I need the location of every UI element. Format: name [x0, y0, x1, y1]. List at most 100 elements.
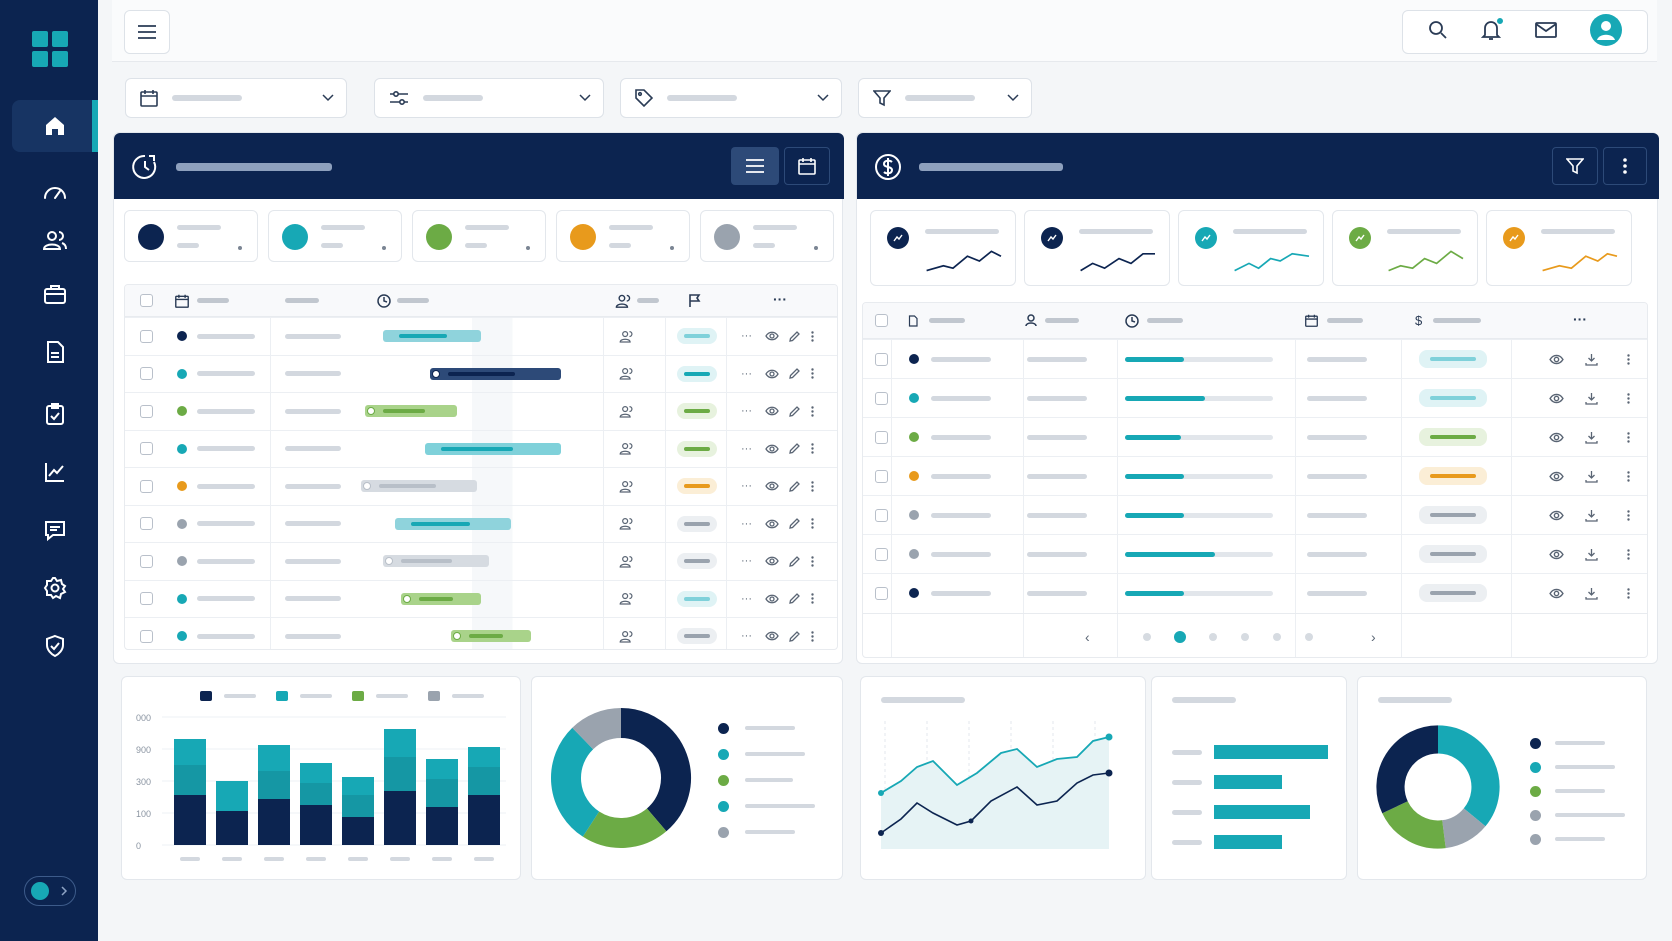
vertical-dots-icon[interactable] — [1627, 392, 1630, 404]
users-icon[interactable] — [619, 442, 635, 455]
row-checkbox[interactable] — [140, 329, 153, 343]
kpi-sparkline-card[interactable] — [1332, 210, 1478, 286]
prev-page-icon[interactable]: ‹ — [1085, 628, 1090, 645]
edit-icon[interactable] — [789, 368, 800, 380]
vertical-dots-icon[interactable] — [811, 518, 814, 529]
more-icon[interactable]: ··· — [741, 630, 752, 643]
edit-icon[interactable] — [789, 630, 800, 642]
row-checkbox[interactable] — [875, 547, 888, 561]
vertical-dots-icon[interactable] — [1627, 548, 1630, 560]
date-filter-dropdown[interactable] — [125, 78, 347, 118]
page-dot[interactable] — [1305, 632, 1313, 641]
eye-icon[interactable] — [765, 519, 779, 529]
vertical-dots-icon[interactable] — [811, 481, 814, 492]
kpi-sparkline-card[interactable] — [1178, 210, 1324, 286]
table-row[interactable]: ··· — [125, 317, 837, 355]
row-checkbox[interactable] — [140, 479, 153, 493]
sidebar-item-home[interactable] — [12, 100, 98, 152]
grid-logo-icon[interactable] — [32, 31, 68, 67]
theme-toggle[interactable] — [24, 876, 76, 906]
row-checkbox[interactable] — [140, 442, 153, 456]
download-icon[interactable] — [1585, 548, 1598, 561]
more-icon[interactable]: ··· — [1573, 311, 1587, 327]
edit-icon[interactable] — [789, 330, 800, 342]
gantt-bar[interactable] — [451, 630, 531, 642]
page-dot[interactable] — [1273, 632, 1281, 641]
users-icon[interactable] — [619, 630, 635, 643]
kpi-card[interactable] — [700, 210, 834, 262]
edit-icon[interactable] — [789, 518, 800, 530]
gantt-bar[interactable] — [430, 367, 561, 380]
sidebar-item-security[interactable] — [12, 620, 98, 672]
eye-icon[interactable] — [1549, 588, 1564, 599]
table-row[interactable] — [863, 534, 1647, 573]
row-checkbox[interactable] — [875, 430, 888, 444]
kpi-card[interactable] — [556, 210, 690, 262]
vertical-dots-icon[interactable] — [811, 406, 814, 417]
table-row[interactable] — [863, 573, 1647, 612]
calendar-view-button[interactable] — [784, 147, 830, 185]
sidebar-item-briefcase[interactable] — [12, 268, 98, 320]
eye-icon[interactable] — [1549, 510, 1564, 521]
vertical-dots-icon[interactable] — [1627, 509, 1630, 521]
vertical-dots-icon[interactable] — [811, 631, 814, 642]
filter-button[interactable] — [1552, 147, 1598, 185]
kpi-card[interactable] — [412, 210, 546, 262]
eye-icon[interactable] — [765, 631, 779, 641]
row-checkbox[interactable] — [140, 367, 153, 381]
download-icon[interactable] — [1585, 431, 1598, 444]
table-row[interactable]: ··· — [125, 617, 837, 649]
row-checkbox[interactable] — [140, 517, 153, 531]
edit-icon[interactable] — [789, 405, 800, 417]
more-icon[interactable]: ··· — [741, 517, 752, 530]
table-row[interactable]: ··· — [125, 579, 837, 618]
row-checkbox[interactable] — [875, 469, 888, 483]
gantt-bar[interactable] — [383, 555, 489, 567]
row-checkbox[interactable] — [875, 391, 888, 405]
download-icon[interactable] — [1585, 392, 1598, 405]
edit-icon[interactable] — [789, 593, 800, 605]
more-icon[interactable]: ··· — [741, 405, 752, 418]
page-dot-active[interactable] — [1174, 630, 1186, 643]
eye-icon[interactable] — [765, 481, 779, 491]
page-dot[interactable] — [1143, 632, 1151, 641]
users-icon[interactable] — [619, 405, 635, 418]
table-row[interactable]: ··· — [125, 467, 837, 505]
more-icon[interactable]: ··· — [773, 291, 787, 307]
search-icon[interactable] — [1428, 20, 1448, 45]
gantt-bar[interactable] — [401, 592, 481, 605]
table-row[interactable] — [863, 495, 1647, 534]
more-icon[interactable]: ··· — [741, 480, 752, 493]
eye-icon[interactable] — [1549, 471, 1564, 482]
users-icon[interactable] — [619, 592, 635, 605]
download-icon[interactable] — [1585, 587, 1598, 600]
more-icon[interactable]: ··· — [741, 367, 752, 380]
list-view-button[interactable] — [731, 147, 779, 185]
download-icon[interactable] — [1585, 509, 1598, 522]
gantt-bar[interactable] — [361, 480, 477, 492]
vertical-dots-icon[interactable] — [1627, 431, 1630, 443]
vertical-dots-icon[interactable] — [1627, 470, 1630, 482]
vertical-dots-icon[interactable] — [811, 556, 814, 567]
table-row[interactable] — [863, 339, 1647, 378]
row-checkbox[interactable] — [875, 352, 888, 366]
funnel-filter-dropdown[interactable] — [858, 78, 1032, 118]
user-avatar-icon[interactable] — [1590, 13, 1623, 51]
eye-icon[interactable] — [765, 369, 779, 379]
table-row[interactable] — [863, 456, 1647, 495]
table-row[interactable] — [863, 378, 1647, 417]
next-page-icon[interactable]: › — [1371, 628, 1376, 645]
table-row[interactable]: ··· — [125, 392, 837, 430]
select-all-checkbox[interactable] — [140, 294, 153, 307]
eye-icon[interactable] — [765, 594, 779, 604]
row-checkbox[interactable] — [140, 629, 153, 643]
adjust-filter-dropdown[interactable] — [374, 78, 604, 118]
vertical-dots-icon[interactable] — [811, 331, 814, 342]
kpi-sparkline-card[interactable] — [870, 210, 1016, 286]
row-checkbox[interactable] — [140, 554, 153, 568]
row-checkbox[interactable] — [140, 592, 153, 606]
more-options-button[interactable] — [1603, 147, 1647, 185]
page-dot[interactable] — [1209, 632, 1217, 641]
eye-icon[interactable] — [765, 556, 779, 566]
sidebar-item-users[interactable] — [12, 214, 98, 266]
